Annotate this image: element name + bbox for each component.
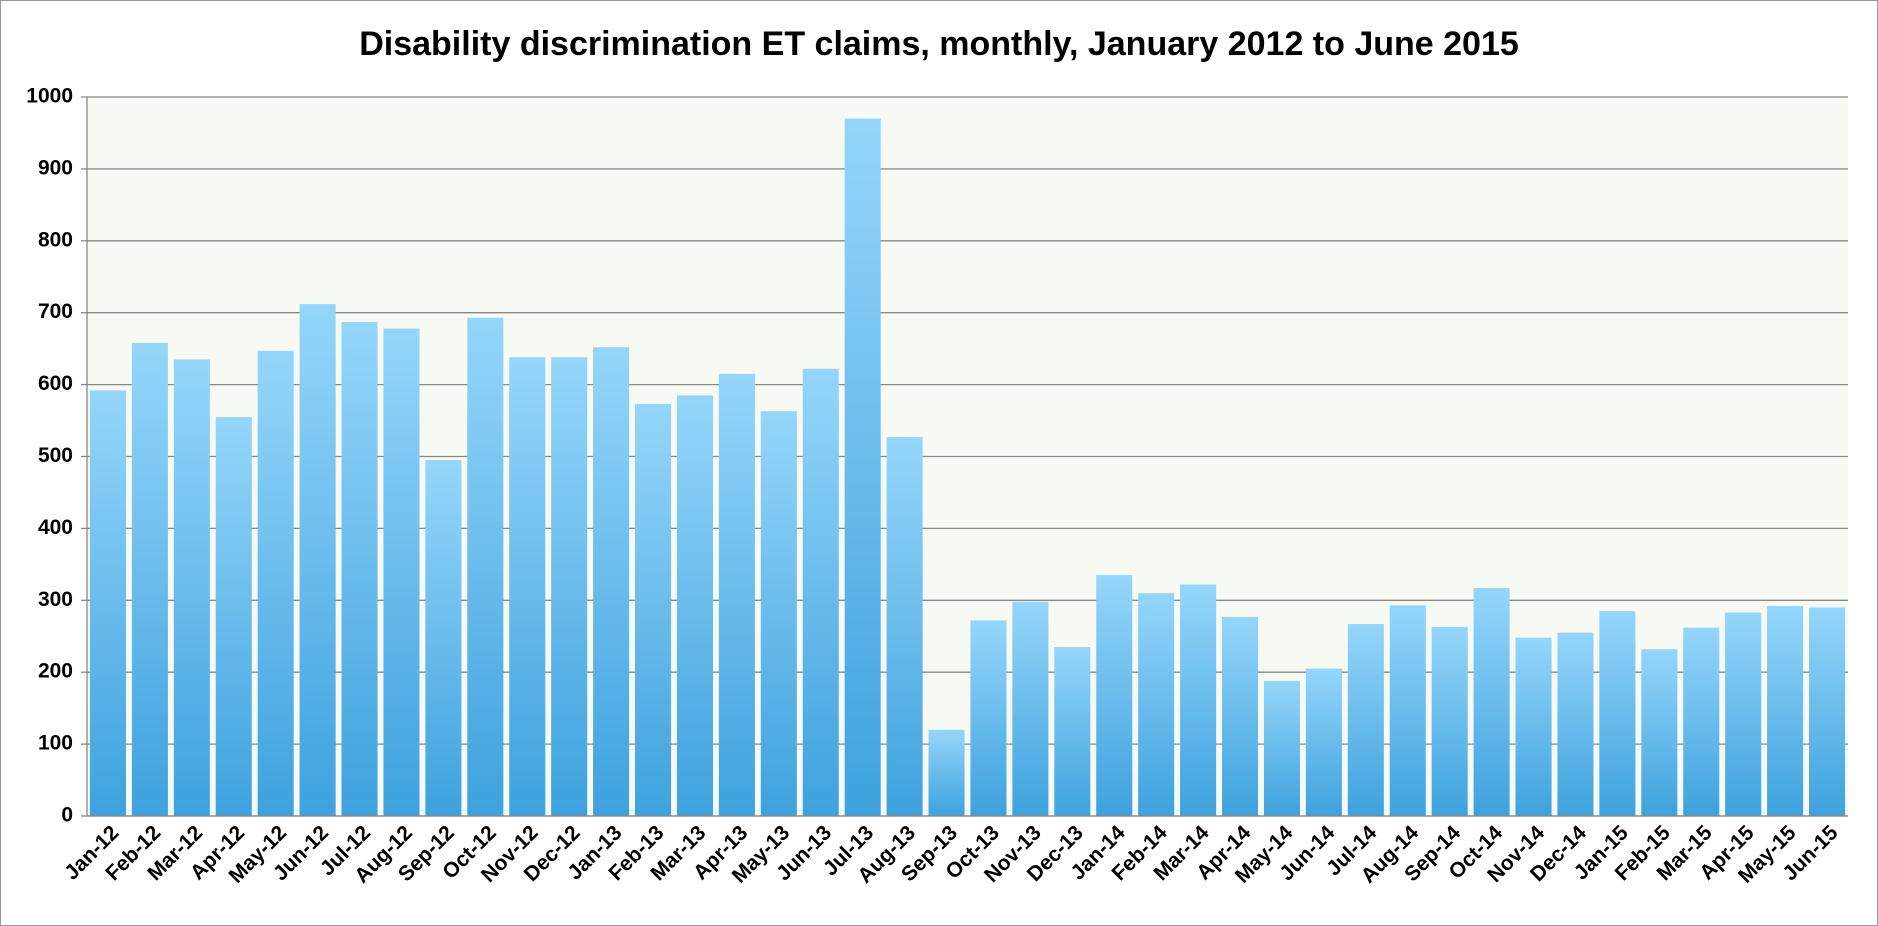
bar bbox=[467, 317, 504, 816]
y-tick-label: 900 bbox=[38, 156, 73, 179]
bar bbox=[1263, 680, 1300, 816]
y-tick-label: 200 bbox=[38, 660, 73, 683]
y-tick-label: 100 bbox=[38, 732, 73, 755]
bar bbox=[1599, 611, 1636, 816]
bar bbox=[593, 347, 630, 816]
bar bbox=[1515, 637, 1552, 816]
bar bbox=[1725, 612, 1762, 816]
bar bbox=[551, 357, 588, 816]
y-tick-label: 400 bbox=[38, 516, 73, 539]
bar bbox=[1096, 575, 1133, 816]
y-tick-label: 600 bbox=[38, 372, 73, 395]
bar bbox=[1473, 588, 1510, 816]
y-tick-label: 1000 bbox=[26, 85, 73, 108]
bar bbox=[1054, 647, 1091, 816]
bar bbox=[173, 359, 210, 816]
bar bbox=[341, 322, 378, 816]
bar bbox=[215, 416, 252, 816]
bar bbox=[886, 437, 923, 816]
bar bbox=[131, 342, 168, 816]
bar bbox=[970, 620, 1007, 816]
bar bbox=[257, 350, 294, 816]
bar bbox=[718, 373, 755, 816]
bar bbox=[1809, 607, 1846, 816]
bar bbox=[1222, 616, 1259, 816]
bar bbox=[635, 404, 672, 816]
bar bbox=[1641, 649, 1678, 816]
bar bbox=[509, 357, 546, 816]
bar bbox=[1305, 668, 1342, 816]
bar bbox=[844, 118, 881, 816]
y-tick-label: 800 bbox=[38, 228, 73, 251]
bar bbox=[1138, 593, 1175, 816]
bar bbox=[760, 411, 797, 816]
bar bbox=[425, 460, 462, 816]
bar bbox=[299, 304, 336, 816]
bar bbox=[383, 328, 420, 816]
bar bbox=[802, 368, 839, 816]
bar bbox=[928, 729, 965, 816]
bar bbox=[1389, 605, 1426, 816]
y-tick-label: 300 bbox=[38, 588, 73, 611]
bar bbox=[1557, 632, 1594, 816]
y-tick-label: 700 bbox=[38, 300, 73, 323]
y-tick-label: 500 bbox=[38, 444, 73, 467]
chart-title: Disability discrimination ET claims, mon… bbox=[359, 25, 1519, 63]
bar bbox=[1180, 584, 1217, 816]
bar bbox=[89, 390, 126, 816]
bar bbox=[676, 395, 713, 816]
bar bbox=[1347, 624, 1384, 816]
bar bbox=[1767, 606, 1804, 816]
bar bbox=[1683, 627, 1720, 816]
bar bbox=[1012, 601, 1049, 816]
bar bbox=[1431, 626, 1468, 816]
y-tick-label: 0 bbox=[61, 804, 73, 827]
